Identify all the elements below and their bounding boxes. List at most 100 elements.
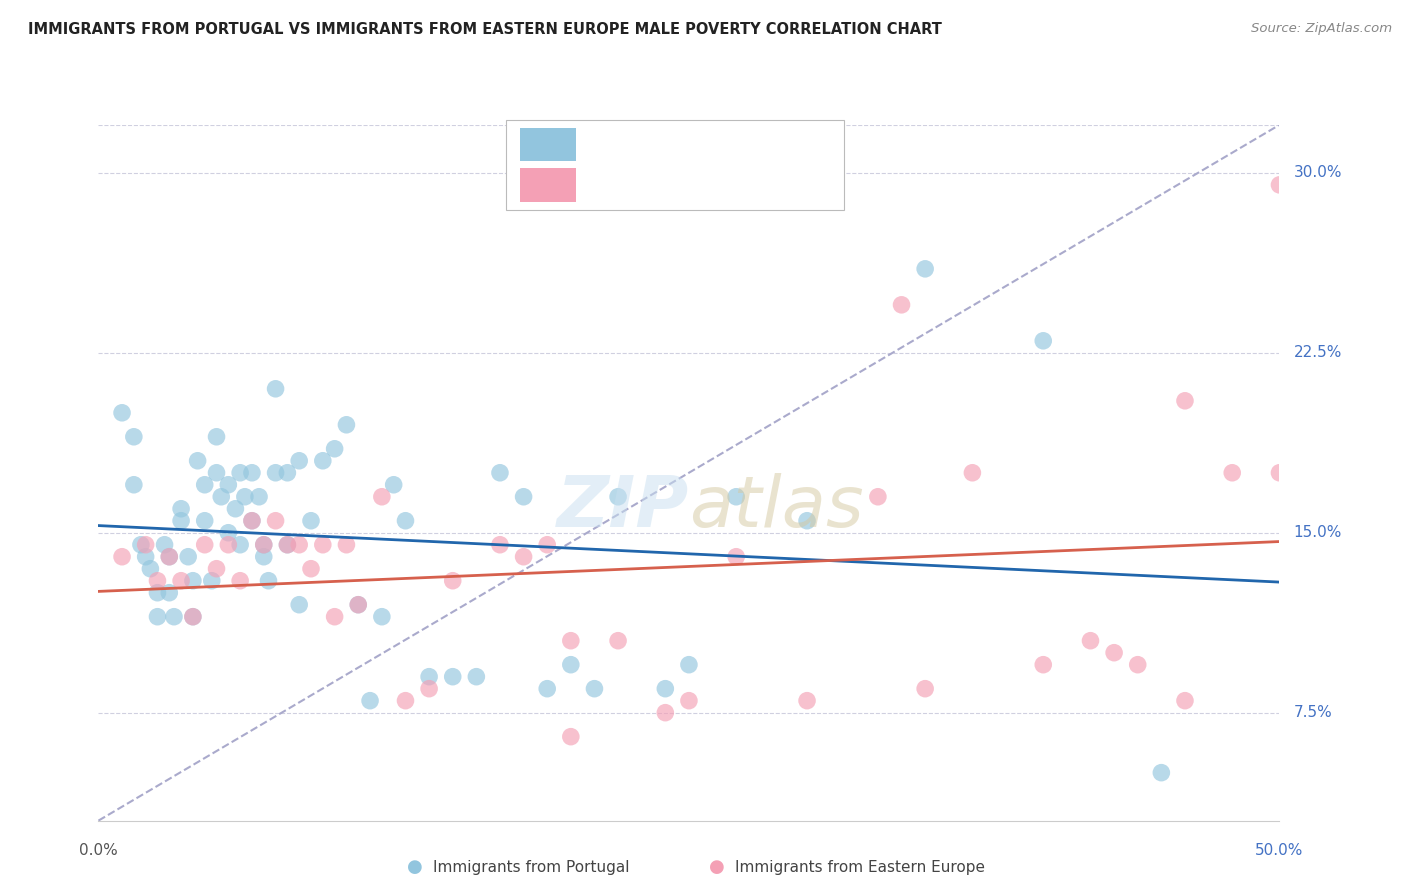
Point: [1268, 178, 1291, 192]
Point: [371, 490, 394, 504]
Point: [1174, 694, 1197, 708]
Point: [512, 490, 534, 504]
Point: [288, 454, 311, 468]
Point: [181, 574, 204, 588]
Point: [129, 538, 152, 552]
Text: N = 67: N = 67: [710, 136, 768, 153]
Point: [866, 490, 889, 504]
Point: [187, 454, 209, 468]
Point: [194, 514, 217, 528]
Text: N = 47: N = 47: [710, 176, 768, 194]
Point: [725, 490, 748, 504]
Point: [146, 574, 169, 588]
Point: [1032, 334, 1054, 348]
Point: [347, 598, 370, 612]
Point: [122, 430, 145, 444]
Text: ●: ●: [709, 858, 725, 876]
Point: [205, 466, 228, 480]
Point: [796, 514, 818, 528]
Text: 50.0%: 50.0%: [1256, 843, 1303, 858]
Point: [111, 406, 134, 420]
Point: [1032, 657, 1054, 672]
Point: [914, 261, 936, 276]
Point: [253, 538, 276, 552]
Point: [288, 598, 311, 612]
Point: [217, 477, 239, 491]
Point: [264, 382, 287, 396]
Point: [205, 430, 228, 444]
Point: [122, 477, 145, 491]
Point: [1174, 393, 1197, 408]
Point: [233, 490, 256, 504]
Text: R = 0.308: R = 0.308: [588, 136, 671, 153]
Text: 15.0%: 15.0%: [1294, 525, 1341, 541]
Point: [418, 670, 440, 684]
Point: [678, 657, 700, 672]
Point: [276, 538, 298, 552]
Point: [177, 549, 200, 564]
Point: [240, 466, 263, 480]
Text: Immigrants from Eastern Europe: Immigrants from Eastern Europe: [735, 860, 986, 874]
Point: [359, 694, 381, 708]
Point: [276, 538, 298, 552]
Point: [146, 609, 169, 624]
Point: [418, 681, 440, 696]
Text: atlas: atlas: [689, 473, 863, 542]
Text: 30.0%: 30.0%: [1294, 165, 1341, 180]
Point: [170, 574, 193, 588]
Point: [489, 466, 512, 480]
Point: [209, 490, 232, 504]
Text: ZIP: ZIP: [557, 473, 689, 542]
Point: [394, 514, 416, 528]
Point: [299, 514, 322, 528]
Point: [135, 538, 157, 552]
Point: [796, 694, 818, 708]
Point: [962, 466, 984, 480]
Point: [181, 609, 204, 624]
Point: [382, 477, 405, 491]
Point: [257, 574, 280, 588]
Point: [201, 574, 224, 588]
Point: [654, 681, 676, 696]
Point: [607, 633, 630, 648]
Point: [135, 549, 157, 564]
Point: [170, 501, 193, 516]
Point: [240, 514, 263, 528]
Point: [264, 514, 287, 528]
Point: [181, 609, 204, 624]
Point: [335, 417, 357, 432]
Point: [323, 609, 346, 624]
Point: [1102, 646, 1125, 660]
Point: [194, 477, 217, 491]
Point: [654, 706, 676, 720]
Point: [247, 490, 270, 504]
Point: [335, 538, 357, 552]
Point: [157, 549, 180, 564]
Point: [371, 609, 394, 624]
Point: [312, 454, 335, 468]
Point: [465, 670, 488, 684]
Text: Immigrants from Portugal: Immigrants from Portugal: [433, 860, 630, 874]
Point: [1268, 466, 1291, 480]
Point: [157, 549, 180, 564]
Text: 7.5%: 7.5%: [1294, 706, 1333, 720]
Point: [240, 514, 263, 528]
Text: IMMIGRANTS FROM PORTUGAL VS IMMIGRANTS FROM EASTERN EUROPE MALE POVERTY CORRELAT: IMMIGRANTS FROM PORTUGAL VS IMMIGRANTS F…: [28, 22, 942, 37]
Point: [583, 681, 606, 696]
Point: [253, 549, 276, 564]
Point: [1080, 633, 1102, 648]
Point: [229, 538, 252, 552]
Point: [163, 609, 186, 624]
Point: [914, 681, 936, 696]
Point: [253, 538, 276, 552]
Point: [224, 501, 246, 516]
Point: [678, 694, 700, 708]
Point: [607, 490, 630, 504]
Point: [560, 657, 582, 672]
Point: [394, 694, 416, 708]
Point: [536, 538, 558, 552]
Point: [146, 585, 169, 599]
Point: [512, 549, 534, 564]
Point: [441, 574, 464, 588]
Point: [194, 538, 217, 552]
